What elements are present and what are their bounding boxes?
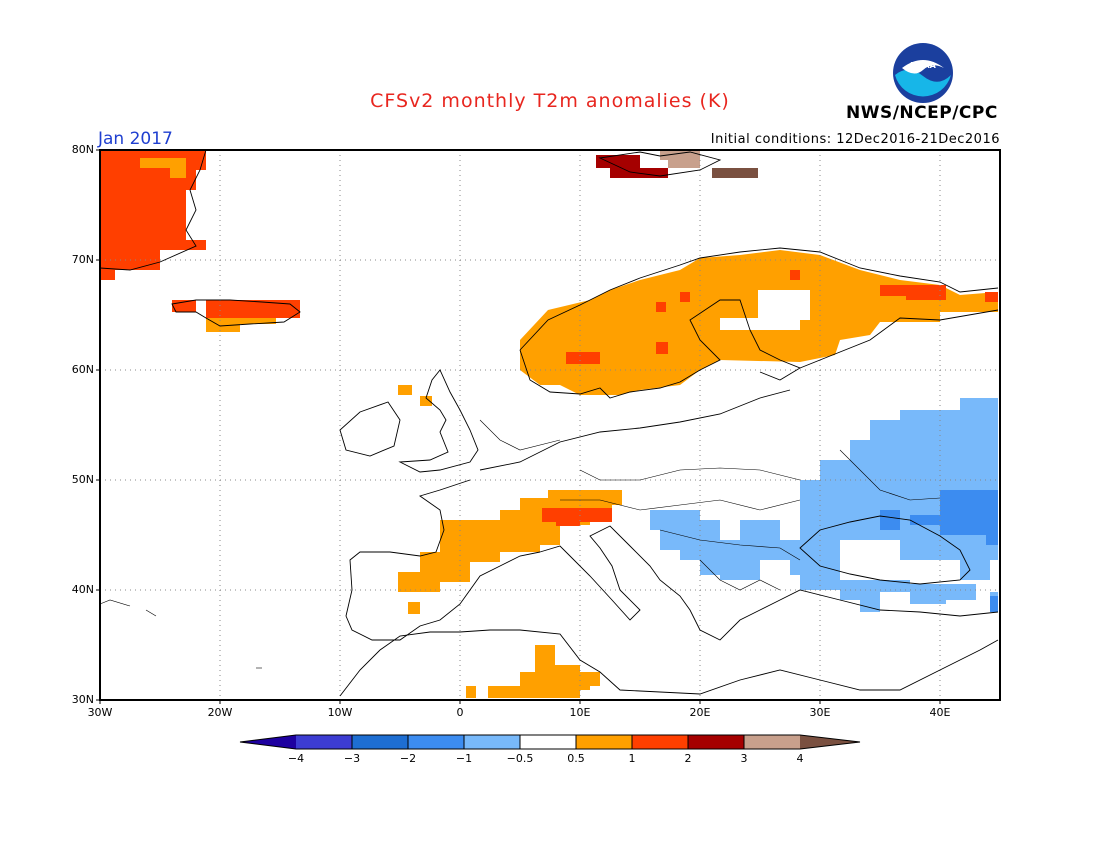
logo-gull (902, 60, 944, 74)
svalbard-coast (598, 151, 722, 177)
map-title: CFSv2 monthly T2m anomalies (K) (370, 90, 730, 112)
lat-label-60n: 60N (71, 363, 94, 376)
svalbard-brown (712, 168, 758, 178)
east-europe-blue (650, 398, 998, 612)
colorbar (239, 734, 861, 750)
lon-label-0: 0 (456, 706, 464, 719)
colorbar-label: 2 (684, 752, 692, 765)
lon-label-10w: 10W (327, 706, 353, 719)
greenland-red (100, 150, 206, 280)
agency-label: NWS/NCEP/CPC (846, 103, 998, 123)
ireland-coast (339, 401, 401, 457)
valid-month: Jan 2017 (98, 129, 173, 149)
lat-label-70n: 70N (71, 253, 94, 266)
iberia-orange-patch (408, 602, 420, 614)
anomaly-shading (100, 150, 998, 698)
black-sea-white (840, 540, 998, 592)
crimea-blue-dark (880, 510, 900, 530)
borders-central (579, 467, 801, 481)
colorbar-bin (464, 735, 520, 749)
iceland-coast (171, 299, 301, 327)
greenland-coast (99, 149, 207, 271)
africa-north-coast (339, 629, 999, 697)
urals-red (985, 292, 998, 302)
lat-label-50n: 50N (71, 473, 94, 486)
borders-benelux (479, 419, 561, 451)
scandinavia-north-coast (519, 247, 999, 351)
logo-text: NOAA (910, 61, 936, 70)
iberia-france-coast (345, 479, 541, 641)
iceland-orange (206, 318, 276, 332)
black-sea-coast (799, 515, 971, 585)
lon-label-30w: 30W (87, 706, 113, 719)
colorbar-bin (744, 735, 800, 749)
north-sea-coast (479, 389, 791, 471)
finland-white-gap (720, 290, 810, 330)
colorbar-bin (520, 735, 576, 749)
lon-label-10e: 10E (569, 706, 591, 719)
azores (99, 599, 157, 617)
coastlines (99, 149, 999, 697)
kola-red (880, 285, 946, 300)
mediterranean-north-coast (539, 525, 999, 641)
initial-conditions: Initial conditions: 12Dec2016-21Dec2016 (710, 132, 1000, 147)
baltic-coast (519, 299, 802, 399)
colorbar-label: 3 (740, 752, 748, 765)
lat-label-80n: 80N (71, 143, 94, 156)
anatolia-blue-dark (990, 596, 998, 612)
caucasus-blue-dark (910, 490, 998, 545)
france-alps-orange (398, 490, 622, 592)
lon-label-20e: 20E (689, 706, 711, 719)
scotland-orange (398, 385, 432, 406)
axis-ticks (96, 149, 941, 704)
colorbar-bin (688, 735, 744, 749)
gridlines (100, 150, 1000, 700)
lon-label-20w: 20W (207, 706, 233, 719)
colorbar-bin (632, 735, 688, 749)
colorbar-label: −1 (455, 752, 473, 765)
lon-label-40e: 40E (929, 706, 951, 719)
colorbar-bin (296, 735, 352, 749)
lat-label-30n: 30N (71, 693, 94, 706)
colorbar-outline (239, 734, 861, 750)
greenland-orange (140, 158, 186, 178)
colorbar-label: 1 (628, 752, 636, 765)
great-britain-coast (398, 369, 479, 473)
colorbar-label: −3 (343, 752, 361, 765)
colorbar-bin (408, 735, 464, 749)
map-frame (99, 149, 1001, 701)
colorbar-label: −2 (399, 752, 417, 765)
alps-red (542, 508, 612, 526)
borders-east (839, 449, 941, 501)
colorbar-bin (352, 735, 408, 749)
colorbar-bin (576, 735, 632, 749)
colorbar-label: 4 (796, 752, 804, 765)
logo-wave (895, 69, 951, 97)
lon-label-30e: 30E (809, 706, 831, 719)
borders-alps (560, 499, 801, 511)
svalbard-darkred (596, 155, 668, 178)
colorbar-label: −0.5 (506, 752, 534, 765)
colorbar-label: 0.5 (567, 752, 585, 765)
russia-north-coast (799, 309, 999, 369)
noaa-logo: NOAA (893, 43, 953, 103)
colorbar-label: −4 (287, 752, 305, 765)
north-africa-orange (466, 645, 600, 698)
colorbar-arrow-high (800, 735, 860, 749)
borders-balkans (659, 529, 801, 561)
lat-label-40n: 40N (71, 583, 94, 596)
borders-greece (699, 559, 781, 591)
colorbar-arrow-low (240, 735, 296, 749)
scandinavia-red-patches (566, 270, 800, 364)
